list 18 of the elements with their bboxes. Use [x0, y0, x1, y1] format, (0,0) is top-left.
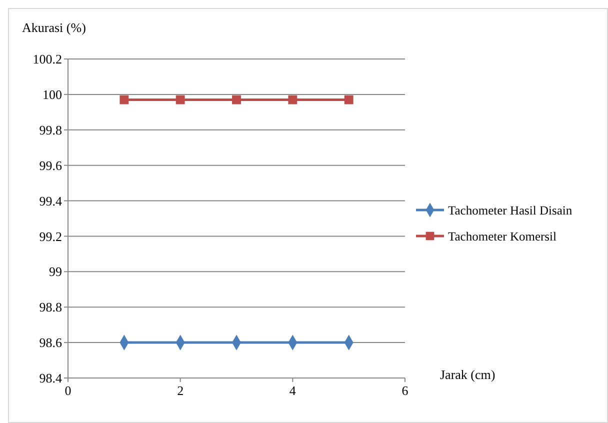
y-tick-label: 99.6: [39, 158, 62, 173]
x-tick-label: 2: [177, 383, 184, 398]
y-axis-title: Akurasi (%): [22, 20, 86, 35]
y-tick-label: 99.4: [39, 193, 62, 208]
x-tick-label: 6: [402, 383, 409, 398]
x-axis-title: Jarak (cm): [440, 367, 496, 382]
y-tick-label: 98.4: [39, 370, 62, 386]
y-tick-label: 99.8: [39, 122, 62, 138]
y-tick-label: 100.2: [32, 52, 62, 67]
y-tick-label: 98.6: [39, 335, 62, 350]
x-tick-label: 4: [289, 383, 296, 398]
y-tick-label: 100: [42, 86, 62, 102]
y-tick-label: 99.2: [39, 228, 62, 244]
y-tick-label: 98.8: [39, 300, 62, 315]
x-tick-label: 0: [64, 383, 72, 398]
legend-label: Tachometer Komersil: [448, 229, 557, 244]
y-tick-label: 99: [49, 264, 62, 280]
legend-label: Tachometer Hasil Disain: [448, 203, 573, 218]
